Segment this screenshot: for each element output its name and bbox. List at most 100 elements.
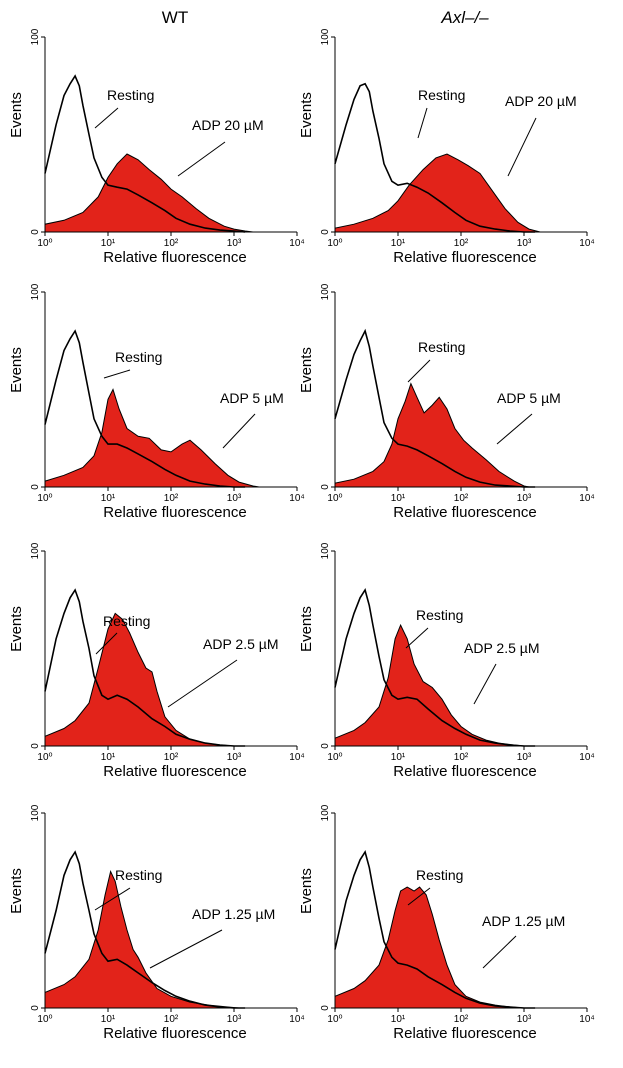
resting-leader-line xyxy=(95,632,118,655)
x-tick-label: 10³ xyxy=(517,752,532,763)
x-axis-label: Relative fluorescence xyxy=(393,1025,536,1042)
histogram-panel: 10⁰ 10¹ 10² 10³ 10⁴ 0 100 Relative fluorescence… xyxy=(8,28,305,266)
resting-histogram-line xyxy=(334,588,536,747)
resting-leader-line xyxy=(407,887,431,906)
adp-annotation: ADP 20 µM xyxy=(505,93,577,109)
y-axis-label: Events xyxy=(8,92,25,138)
adp-leader-line xyxy=(149,929,223,969)
adp-annotation: ADP 20 µM xyxy=(192,117,264,133)
x-axis-label: Relative fluorescence xyxy=(393,249,536,266)
column-header-axl-knockout: Axl–/– xyxy=(441,8,489,27)
x-tick-label: 10³ xyxy=(227,238,242,249)
activated-histogram-area xyxy=(44,388,260,488)
x-tick-label: 10² xyxy=(454,238,469,249)
y-axis-label: Events xyxy=(298,868,315,914)
y-axis-label: Events xyxy=(8,868,25,914)
activated-histogram-area xyxy=(334,886,525,1009)
resting-annotation: Resting xyxy=(418,339,465,355)
adp-annotation: ADP 2.5 µM xyxy=(464,640,540,656)
resting-histogram-line xyxy=(334,328,536,488)
activated-histogram-area xyxy=(334,153,541,233)
y-tick-label: 100 xyxy=(30,283,41,300)
x-tick-label: 10³ xyxy=(517,238,532,249)
histogram-panel: 10⁰ 10¹ 10² 10³ 10⁴ 0 100 Relative fluorescence… xyxy=(298,28,595,266)
x-tick-label: 10⁰ xyxy=(327,1014,342,1025)
histogram-panel: 10⁰ 10¹ 10² 10³ 10⁴ 0 100 Relative fluorescence… xyxy=(8,283,305,521)
histogram-panel: 10⁰ 10¹ 10² 10³ 10⁴ 0 100 Relative fluorescence… xyxy=(8,542,305,780)
x-tick-label: 10⁴ xyxy=(289,238,304,249)
x-tick-label: 10² xyxy=(164,1014,179,1025)
activated-histogram-area xyxy=(334,382,530,488)
resting-histogram-line xyxy=(44,588,246,747)
y-tick-label: 100 xyxy=(320,28,331,45)
resting-annotation: Resting xyxy=(418,87,465,103)
x-tick-label: 10² xyxy=(454,1014,469,1025)
x-tick-label: 10¹ xyxy=(101,238,116,249)
y-tick-label: 100 xyxy=(320,804,331,821)
resting-annotation: Resting xyxy=(115,867,162,883)
y-tick-label: 100 xyxy=(320,283,331,300)
y-tick-label: 0 xyxy=(30,743,41,749)
x-tick-label: 10⁴ xyxy=(579,493,594,504)
x-tick-label: 10³ xyxy=(227,1014,242,1025)
resting-leader-line xyxy=(94,887,131,911)
resting-annotation: Resting xyxy=(103,613,150,629)
activated-histogram-area xyxy=(44,612,235,747)
x-axis-label: Relative fluorescence xyxy=(103,504,246,521)
x-tick-label: 10⁰ xyxy=(327,238,342,249)
resting-leader-line xyxy=(103,369,131,379)
resting-leader-line xyxy=(405,627,429,649)
x-tick-label: 10⁴ xyxy=(289,1014,304,1025)
y-tick-label: 100 xyxy=(320,542,331,559)
resting-leader-line xyxy=(417,107,428,139)
activated-histogram-area xyxy=(44,869,240,1009)
adp-annotation: ADP 5 µM xyxy=(220,390,284,406)
x-tick-label: 10³ xyxy=(227,752,242,763)
resting-annotation: Resting xyxy=(416,867,463,883)
x-tick-label: 10⁴ xyxy=(579,1014,594,1025)
adp-annotation: ADP 1.25 µM xyxy=(192,906,275,922)
histogram-panel: 10⁰ 10¹ 10² 10³ 10⁴ 0 100 Relative fluorescence… xyxy=(298,542,595,780)
y-tick-label: 0 xyxy=(320,1005,331,1011)
adp-leader-line xyxy=(177,141,226,177)
y-tick-label: 0 xyxy=(30,229,41,235)
x-tick-label: 10¹ xyxy=(101,752,116,763)
adp-annotation: ADP 5 µM xyxy=(497,390,561,406)
resting-leader-line xyxy=(407,359,431,383)
histogram-panel: 10⁰ 10¹ 10² 10³ 10⁴ 0 100 Relative fluorescence… xyxy=(298,804,595,1042)
resting-histogram-line xyxy=(44,74,246,233)
y-tick-label: 0 xyxy=(320,484,331,490)
x-tick-label: 10¹ xyxy=(391,1014,406,1025)
histogram-panel: 10⁰ 10¹ 10² 10³ 10⁴ 0 100 Relative fluorescence… xyxy=(8,804,305,1042)
x-tick-label: 10² xyxy=(164,752,179,763)
x-axis-label: Relative fluorescence xyxy=(393,763,536,780)
adp-leader-line xyxy=(222,413,256,449)
x-tick-label: 10⁴ xyxy=(289,493,304,504)
x-tick-label: 10² xyxy=(454,493,469,504)
resting-histogram-line xyxy=(334,82,536,233)
histogram-panel: 10⁰ 10¹ 10² 10³ 10⁴ 0 100 Relative fluorescence… xyxy=(298,283,595,521)
y-axis-label: Events xyxy=(8,606,25,652)
adp-leader-line xyxy=(473,663,497,705)
y-axis-label: Events xyxy=(8,347,25,393)
activated-histogram-area xyxy=(334,623,525,747)
resting-histogram-line xyxy=(44,329,246,488)
x-tick-label: 10⁰ xyxy=(37,1014,52,1025)
y-tick-label: 0 xyxy=(30,484,41,490)
resting-annotation: Resting xyxy=(115,349,162,365)
x-axis-label: Relative fluorescence xyxy=(103,1025,246,1042)
x-tick-label: 10¹ xyxy=(391,752,406,763)
resting-histogram-line xyxy=(44,850,246,1009)
resting-annotation: Resting xyxy=(416,607,463,623)
x-tick-label: 10⁴ xyxy=(579,752,594,763)
y-tick-label: 100 xyxy=(30,542,41,559)
y-axis-label: Events xyxy=(298,92,315,138)
adp-annotation: ADP 1.25 µM xyxy=(482,913,565,929)
y-tick-label: 100 xyxy=(30,804,41,821)
x-axis-label: Relative fluorescence xyxy=(103,249,246,266)
x-tick-label: 10⁰ xyxy=(327,752,342,763)
x-tick-label: 10⁰ xyxy=(37,493,52,504)
x-tick-label: 10³ xyxy=(517,493,532,504)
x-axis-label: Relative fluorescence xyxy=(103,763,246,780)
